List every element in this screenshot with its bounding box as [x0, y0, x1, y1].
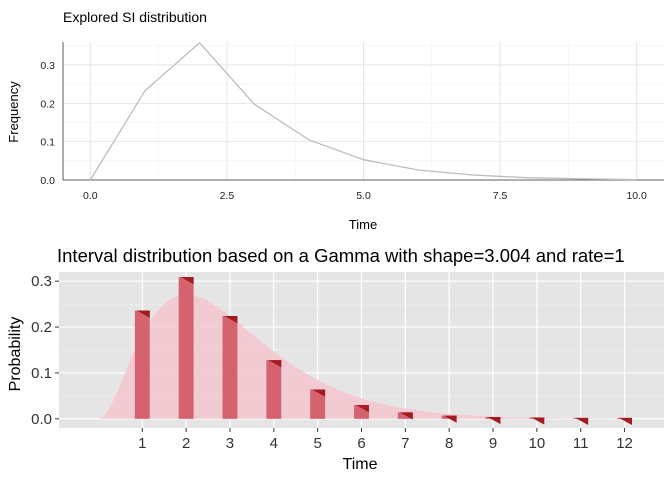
y-tick-label: 0.0: [40, 175, 55, 187]
y-tick-label: 0.2: [31, 319, 52, 336]
x-tick-label: 11: [573, 435, 589, 452]
x-tick-label: 2: [182, 435, 190, 452]
bar-corner: [355, 405, 369, 413]
bar-corner: [443, 415, 457, 423]
bar-corner: [136, 310, 150, 318]
x-tick-label: 1: [138, 435, 146, 452]
bar-corner: [180, 277, 194, 285]
y-tick-label: 0.0: [31, 411, 52, 428]
si-distribution-chart: Explored SI distribution 0.0 0.1 0.2 0.3 0.…: [6, 9, 664, 232]
x-tick-label: 5.0: [356, 190, 371, 202]
y-tick-label: 0.3: [31, 273, 52, 290]
bar-corner: [312, 389, 326, 397]
bar-corner: [575, 417, 589, 426]
x-tick-label: 6: [357, 435, 365, 452]
bar-corner: [268, 360, 282, 368]
x-tick-label: 0.0: [83, 190, 98, 202]
bar: [178, 277, 194, 419]
y-axis-ticks: 0.0 0.1 0.2 0.3: [40, 60, 55, 187]
x-tick-label: 7: [401, 435, 409, 452]
chart-title: Explored SI distribution: [63, 9, 207, 25]
x-tick-label: 9: [489, 435, 497, 452]
x-tick-label: 10.0: [626, 190, 647, 202]
chart-title: Interval distribution based on a Gamma w…: [57, 245, 625, 266]
y-tick-label: 0.2: [40, 98, 55, 110]
x-tick-label: 3: [226, 435, 234, 452]
x-tick-label: 4: [270, 435, 278, 452]
bar: [397, 412, 413, 419]
bar-corner: [399, 412, 413, 420]
bar-corner: [487, 416, 501, 425]
series-line: [89, 41, 637, 181]
bar: [134, 310, 150, 419]
gamma-interval-chart: Interval distribution based on a Gamma w…: [7, 245, 664, 473]
grid: [62, 42, 664, 181]
x-axis-label: Time: [343, 456, 378, 473]
y-tick-label: 0.1: [40, 137, 55, 149]
x-tick-label: 8: [445, 435, 453, 452]
x-tick-label: 2.5: [220, 190, 235, 202]
bar-corner: [224, 316, 238, 324]
bar-corner: [531, 417, 545, 425]
bar: [266, 360, 282, 419]
density-area: [59, 294, 664, 419]
bar: [222, 316, 238, 419]
bar-corner: [618, 417, 632, 426]
y-tick-label: 0.1: [31, 365, 52, 382]
si-line: [89, 41, 637, 181]
x-tick-label: 7.5: [493, 190, 508, 202]
y-tick-label: 0.3: [40, 60, 55, 72]
x-tick-label: 5: [313, 435, 321, 452]
bars: [134, 277, 632, 426]
y-axis-ticks: 0.0 0.1 0.2 0.3: [31, 273, 59, 428]
y-axis-label: Frequency: [6, 81, 21, 143]
x-axis-ticks: 1 2 3 4 5 6 7 8 9 10 11 12: [138, 428, 633, 452]
gamma-density: [59, 294, 664, 419]
y-axis-label: Probability: [7, 317, 24, 392]
x-axis-ticks: 0.0 2.5 5.0 7.5 10.0: [83, 190, 647, 202]
x-tick-label: 10: [529, 435, 546, 452]
x-tick-label: 12: [616, 435, 633, 452]
x-axis-label: Time: [349, 217, 377, 232]
bar: [310, 389, 326, 419]
